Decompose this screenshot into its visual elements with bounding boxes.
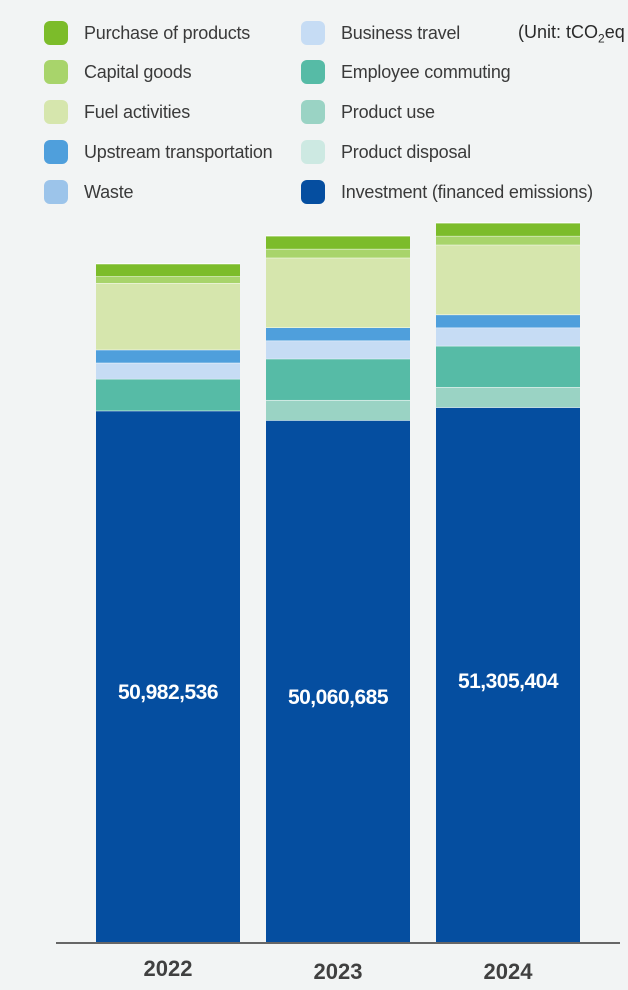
legend-label: Fuel activities [84, 102, 191, 122]
bar-segment-2023-purchase-of-products [266, 235, 410, 249]
legend-label: Business travel [341, 23, 461, 43]
legend-label: Employee commuting [341, 62, 511, 82]
bar-segment-2022-upstream-transportation [96, 349, 240, 363]
bar-segment-2023-upstream-transportation [266, 327, 410, 341]
bar-value-label-2024: 51,305,404 [457, 670, 559, 693]
bar-segment-2023-product-use [266, 399, 410, 421]
legend-label: Waste [84, 182, 134, 202]
bar-segment-2024-capital-goods [436, 235, 580, 245]
x-tick-label-2024: 2024 [483, 959, 533, 984]
legend-label: Capital goods [84, 62, 192, 82]
legend-swatch [301, 180, 325, 204]
legend-swatch [44, 60, 68, 84]
legend-swatch [301, 100, 325, 124]
bar-segment-2023-investment-financed-emissions [266, 420, 410, 942]
bar-value-label-2022: 50,982,536 [117, 681, 219, 704]
bar-segment-2022-investment-financed-emissions [96, 410, 240, 942]
bar-segment-2023-business-travel [266, 340, 410, 359]
bar-segment-2022-purchase-of-products [96, 263, 240, 277]
bar-segment-2022-capital-goods [96, 276, 240, 284]
bar-value-label-2023: 50,060,685 [287, 686, 389, 709]
legend-swatch [44, 180, 68, 204]
bar-segment-2022-business-travel [96, 362, 240, 379]
legend-swatch [301, 140, 325, 164]
bar-segment-2024-fuel-activities [436, 244, 580, 315]
legend-swatch [301, 60, 325, 84]
bar-segment-2024-business-travel [436, 327, 580, 346]
bar-segment-2024-upstream-transportation [436, 314, 580, 328]
legend-swatch [301, 21, 325, 45]
bar-segment-2023-fuel-activities [266, 257, 410, 328]
bar-segment-2024-purchase-of-products [436, 222, 580, 236]
x-tick-label-2022: 2022 [143, 956, 193, 981]
bar-segment-2024-employee-commuting [436, 345, 580, 387]
legend-label: Purchase of products [84, 23, 251, 43]
bar-segment-2023-employee-commuting [266, 358, 410, 400]
bar-segment-2022-fuel-activities [96, 283, 240, 350]
legend-swatch [44, 100, 68, 124]
legend-swatch [44, 140, 68, 164]
bar-segment-2024-product-use [436, 387, 580, 408]
unit-label: (Unit: tCO2eq [518, 22, 625, 46]
legend-label: Upstream transportation [84, 142, 273, 162]
bar-segment-2023-capital-goods [266, 248, 410, 258]
bar-segment-2022-employee-commuting [96, 378, 240, 411]
legend-label: Product use [341, 102, 435, 122]
x-tick-label-2023: 2023 [313, 959, 363, 984]
bar-segment-2024-investment-financed-emissions [436, 407, 580, 943]
legend-label: Investment (financed emissions) [341, 182, 593, 202]
legend-swatch [44, 21, 68, 45]
legend-label: Product disposal [341, 142, 471, 162]
